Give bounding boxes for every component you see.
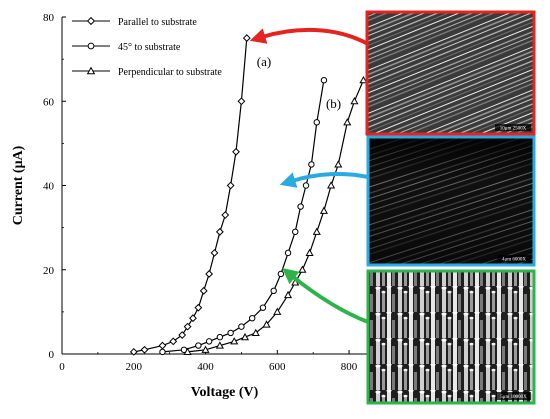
x-tick-label: 600 [269, 361, 286, 373]
data-point [320, 76, 328, 84]
legend-label: Perpendicular to substrate [118, 67, 222, 78]
data-point [215, 341, 224, 349]
arrow-red [249, 27, 369, 46]
data-point [308, 161, 315, 168]
data-point [277, 270, 285, 278]
data-point [230, 337, 239, 345]
data-point [205, 270, 214, 278]
data-point [199, 286, 208, 295]
x-tick-label: 400 [197, 361, 214, 373]
data-point [343, 118, 352, 126]
data-point [312, 227, 321, 235]
data-point [284, 249, 292, 257]
data-point [215, 227, 224, 236]
data-point [327, 181, 336, 189]
series-line-2 [162, 80, 325, 353]
inset-border-green [366, 269, 536, 405]
data-point [273, 307, 282, 315]
data-point [226, 181, 235, 190]
data-point [221, 211, 230, 219]
data-point [297, 203, 304, 210]
data-point [195, 342, 202, 349]
data-point [302, 182, 310, 189]
legend-marker [86, 16, 96, 26]
data-point [189, 314, 197, 323]
inset-border-blue [366, 135, 536, 267]
data-point [251, 328, 260, 336]
inset-parallel: 10μm 2500X [365, 10, 536, 136]
data-point [205, 338, 213, 345]
legend-marker [87, 42, 95, 50]
data-point [313, 119, 320, 126]
data-point [194, 303, 203, 312]
data-point [232, 147, 240, 156]
y-tick-label: 60 [43, 96, 55, 108]
inset-perpendicular: 5μm 10000X [366, 269, 536, 405]
x-axis-label: Voltage (V) [191, 385, 259, 400]
x-tick-label: 200 [126, 361, 143, 373]
data-point [227, 329, 234, 337]
inset-border-red [365, 10, 536, 136]
data-point [238, 323, 245, 330]
data-point [237, 97, 246, 106]
sem-insets: 10μm 2500X 4μm 6000X 5μm 10000X [365, 10, 536, 405]
inset-45deg: 4μm 6000X [366, 135, 536, 267]
data-point [334, 160, 343, 168]
legend-marker [86, 66, 96, 75]
data-point [210, 248, 219, 257]
data-point [240, 332, 250, 341]
pointer-arrows [249, 27, 369, 324]
y-tick-label: 20 [43, 265, 55, 277]
data-point [140, 345, 149, 354]
plot-area: 0 200 400 600 800 0 20 40 60 80 Voltage (V) Current… [11, 12, 380, 400]
inset-scale-label: 5μm 10000X [500, 395, 527, 400]
series-line-1 [133, 38, 248, 353]
data-point [319, 206, 328, 214]
data-point [242, 34, 251, 42]
data-point [284, 290, 293, 299]
data-point [350, 97, 359, 105]
curve-label: (b) [326, 96, 341, 111]
data-point [262, 320, 271, 328]
data-point [292, 228, 299, 236]
x-tick-label: 800 [341, 361, 358, 373]
data-point [201, 345, 210, 353]
curve-label: (a) [257, 54, 271, 69]
data-point [178, 331, 187, 339]
data-point [183, 322, 192, 331]
x-tick-label: 0 [59, 361, 65, 373]
data-point [158, 341, 167, 350]
data-point [270, 287, 277, 295]
inset-scale-label: 10μm 2500X [500, 127, 527, 132]
data-point [305, 248, 314, 256]
data-point [129, 347, 138, 356]
data-point [248, 314, 256, 322]
data-point [359, 75, 368, 84]
legend-label: 45° to substrate [118, 42, 181, 53]
data-point [216, 333, 224, 341]
y-tick-label: 40 [43, 181, 55, 193]
data-point [183, 347, 192, 355]
data-point [159, 348, 166, 356]
arrow-blue [279, 171, 369, 188]
legend-label: Parallel to substrate [118, 17, 197, 28]
y-axis-label: Current (μA) [11, 145, 26, 225]
data-point [169, 337, 178, 346]
arrow-green [282, 268, 369, 324]
data-point [298, 265, 307, 273]
inset-scale-label: 4μm 6000X [502, 258, 526, 263]
y-tick-label: 0 [49, 349, 55, 361]
y-tick-label: 80 [43, 12, 55, 24]
data-point [259, 304, 267, 311]
